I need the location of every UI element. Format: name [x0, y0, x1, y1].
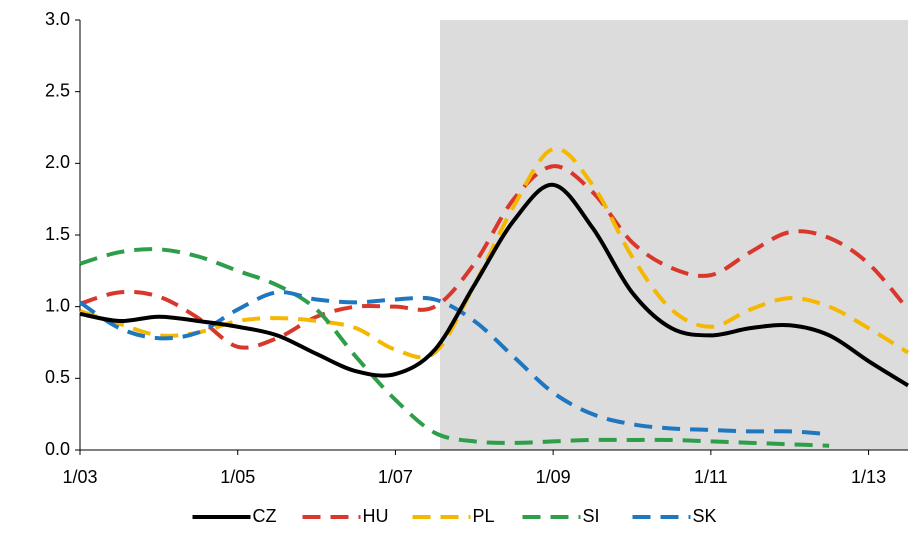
legend-label: CZ	[253, 506, 277, 526]
series-line	[78, 290, 830, 437]
y-tick-label: 1.0	[45, 295, 70, 315]
y-tick-label: 3.0	[45, 9, 70, 29]
y-tick-label: 2.5	[45, 80, 70, 100]
legend-label: HU	[363, 506, 389, 526]
legend-label: SK	[693, 506, 717, 526]
legend-label: SI	[583, 506, 600, 526]
x-tick-label: 1/09	[536, 467, 571, 487]
y-tick-label: 0.5	[45, 367, 70, 387]
shaded-period	[440, 20, 908, 450]
series-line	[79, 182, 910, 388]
legend-label: PL	[473, 506, 495, 526]
y-tick-label: 1.5	[45, 224, 70, 244]
x-tick-label: 1/05	[220, 467, 255, 487]
y-tick-label: 2.0	[45, 152, 70, 172]
x-tick-label: 1/03	[62, 467, 97, 487]
x-tick-label: 1/07	[378, 467, 413, 487]
series-line	[79, 164, 910, 350]
y-tick-label: 0.0	[45, 439, 70, 459]
series-line	[79, 247, 830, 448]
x-tick-label: 1/13	[851, 467, 886, 487]
x-tick-label: 1/11	[694, 467, 728, 487]
